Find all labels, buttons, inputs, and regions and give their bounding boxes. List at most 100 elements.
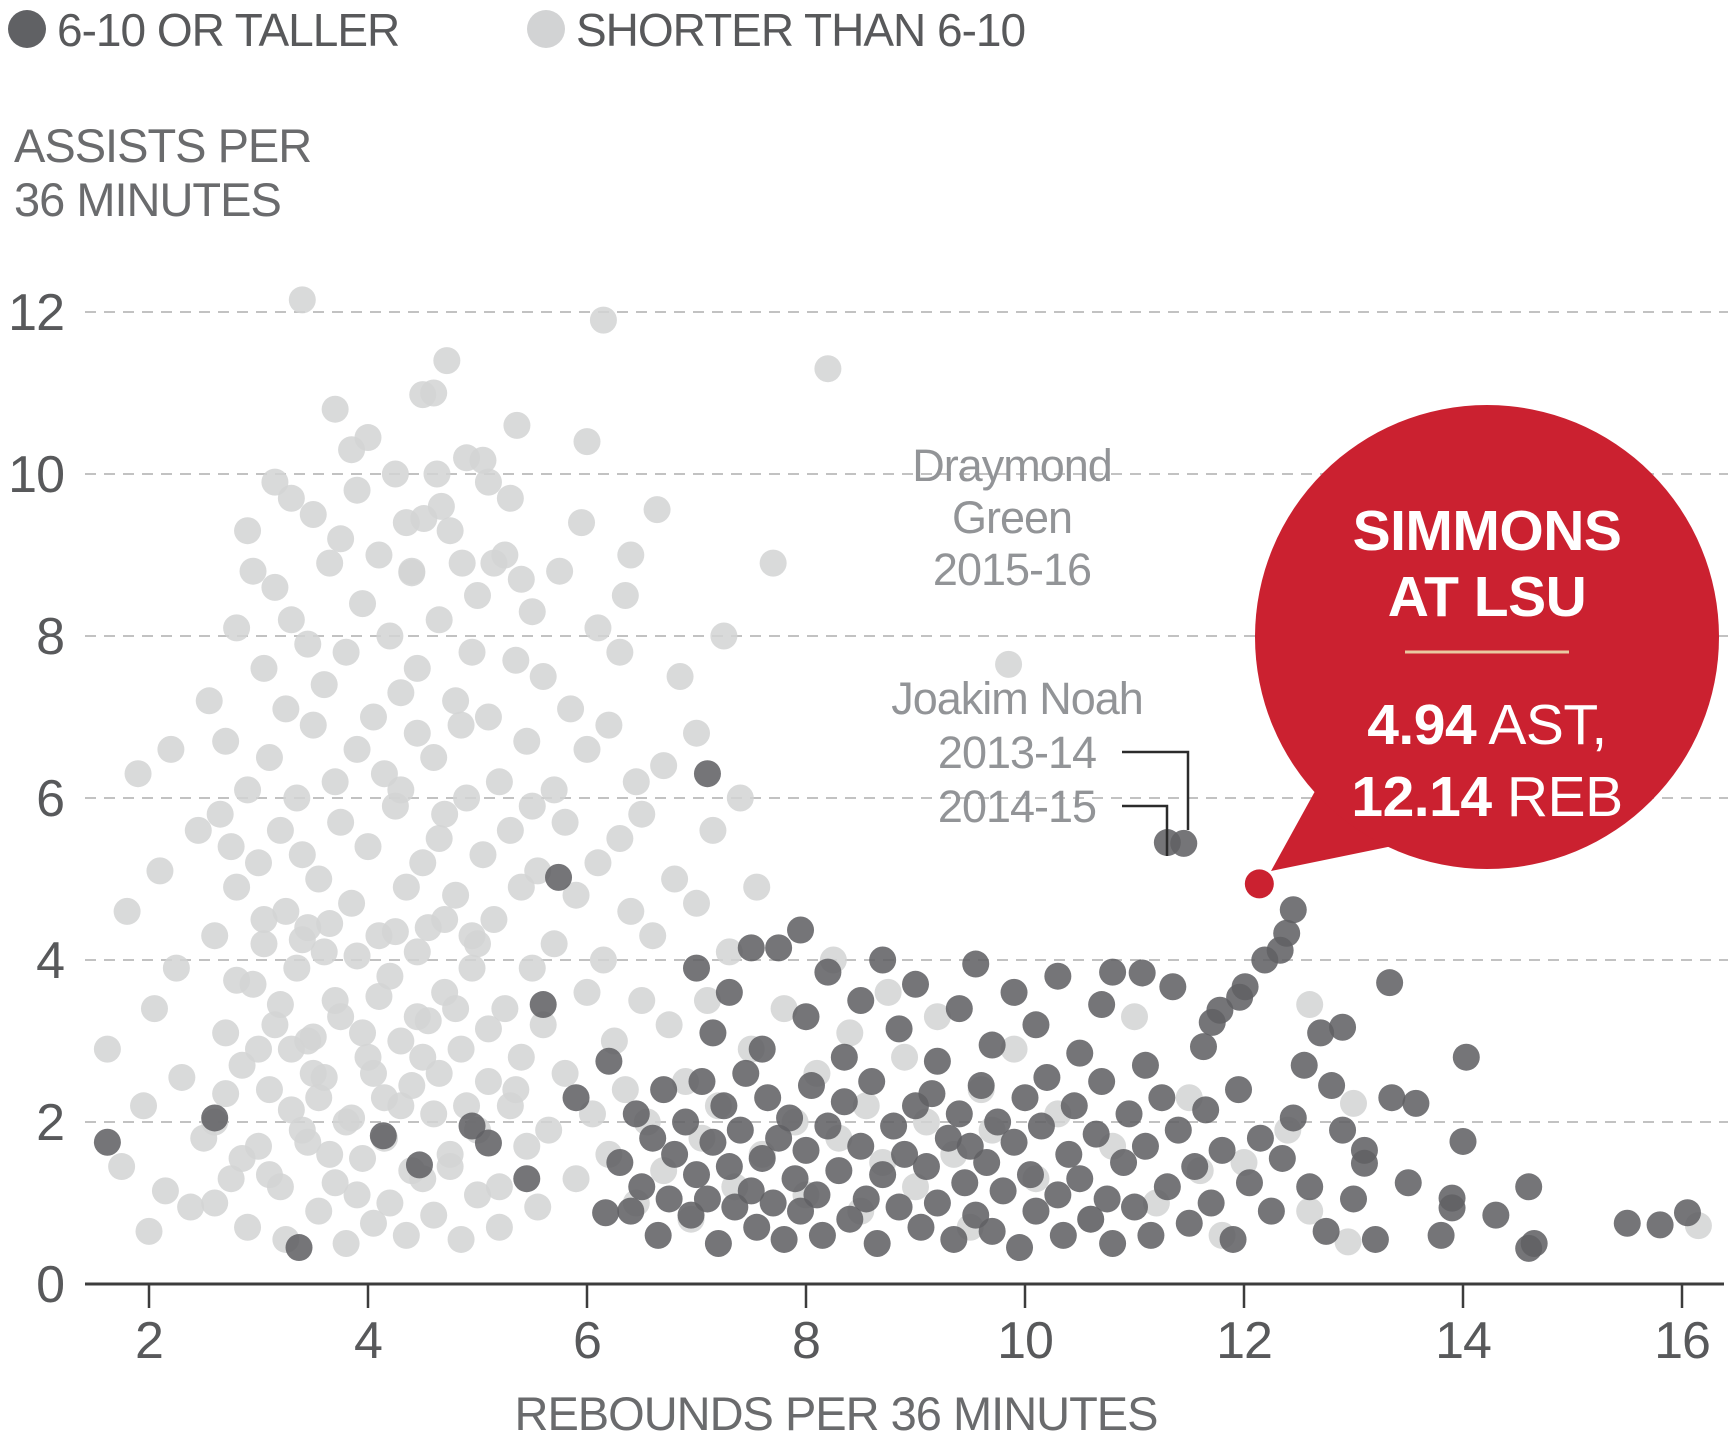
data-point — [693, 760, 721, 788]
data-point — [1153, 1173, 1181, 1201]
data-point — [1206, 996, 1234, 1024]
legend-dot-taller — [8, 10, 46, 48]
data-point — [765, 1124, 793, 1152]
callout-stat2: 12.14 REB — [1351, 765, 1622, 829]
data-point — [759, 549, 787, 577]
callout-circle — [1255, 405, 1719, 869]
legend-label-taller: 6-10 OR TALLER — [57, 4, 399, 56]
data-point — [655, 1011, 683, 1039]
data-point — [978, 1031, 1006, 1059]
data-point — [1235, 1169, 1263, 1197]
data-point — [1279, 896, 1307, 924]
data-point — [288, 286, 316, 314]
data-point — [787, 1197, 815, 1225]
data-point — [1093, 1185, 1121, 1213]
data-point — [277, 484, 305, 512]
data-point — [261, 1011, 289, 1039]
data-point — [217, 1165, 245, 1193]
data-point — [830, 1088, 858, 1116]
data-point — [162, 954, 190, 982]
data-point — [787, 916, 815, 944]
data-point — [387, 679, 415, 707]
data-point — [223, 966, 251, 994]
data-point — [1279, 1104, 1307, 1132]
data-point — [343, 735, 371, 763]
data-point — [644, 1221, 672, 1249]
data-point — [354, 833, 382, 861]
data-point — [410, 505, 438, 533]
data-point — [1646, 1211, 1674, 1239]
data-point — [584, 614, 612, 642]
data-point — [93, 1035, 121, 1063]
data-point — [518, 792, 546, 820]
x-tick-label-6: 6 — [573, 1312, 601, 1370]
data-point — [683, 719, 710, 747]
data-point — [1350, 1149, 1378, 1177]
data-point — [130, 1092, 158, 1120]
data-point — [797, 1072, 825, 1100]
data-point — [967, 1072, 995, 1100]
data-point — [359, 703, 387, 731]
data-point — [453, 1092, 481, 1120]
data-point — [277, 1096, 305, 1124]
data-point — [945, 1100, 973, 1128]
data-point — [1296, 1173, 1324, 1201]
data-point — [611, 582, 639, 609]
data-point — [688, 1068, 716, 1095]
data-point — [545, 863, 573, 891]
data-point — [562, 1084, 590, 1112]
data-point — [1027, 1112, 1055, 1140]
data-point — [546, 557, 574, 585]
data-point — [381, 918, 409, 946]
data-point — [622, 768, 650, 796]
data-point — [1033, 1063, 1061, 1091]
data-point — [338, 889, 366, 917]
data-point — [765, 934, 793, 962]
data-point — [1296, 1197, 1324, 1225]
data-point — [540, 930, 568, 958]
y-tick-label-2: 2 — [36, 1094, 64, 1152]
x-axis-title: REBOUNDS PER 36 MINUTES — [515, 1387, 1158, 1440]
data-point — [650, 752, 678, 780]
data-point — [431, 800, 459, 828]
data-point — [485, 768, 513, 796]
data-point — [743, 1213, 771, 1241]
data-point — [387, 1027, 415, 1055]
data-point — [737, 934, 765, 962]
data-point — [535, 1116, 563, 1144]
data-point — [902, 1173, 929, 1201]
data-point — [748, 1035, 776, 1063]
data-point — [266, 991, 294, 1019]
data-point — [113, 897, 141, 925]
data-point — [507, 1043, 535, 1071]
data-point — [212, 1019, 240, 1047]
data-point — [1000, 1035, 1028, 1063]
data-point — [387, 776, 415, 804]
data-point — [338, 1104, 366, 1132]
data-point — [628, 1173, 656, 1201]
data-point — [1066, 1165, 1094, 1193]
data-point — [683, 954, 710, 982]
data-point — [1318, 1072, 1346, 1100]
data-point — [792, 1003, 820, 1031]
data-point — [201, 1104, 229, 1132]
y-tick-label-8: 8 — [36, 608, 64, 666]
data-point — [513, 1132, 541, 1160]
data-point — [518, 598, 546, 626]
data-point — [699, 1128, 727, 1156]
data-point — [874, 978, 902, 1006]
data-point — [776, 1104, 804, 1132]
data-point — [1197, 1189, 1225, 1217]
data-point — [234, 1213, 262, 1241]
callout-stat1: 4.94 AST, — [1367, 693, 1607, 757]
data-point — [923, 1003, 951, 1031]
data-point — [423, 460, 451, 488]
x-tick-label-2: 2 — [135, 1312, 163, 1370]
data-point — [447, 1225, 475, 1253]
data-point — [201, 922, 229, 950]
callout-stat2-value: 12.14 — [1351, 765, 1492, 829]
data-point — [1175, 1209, 1203, 1237]
data-point — [464, 1181, 491, 1209]
data-point — [1066, 1039, 1094, 1067]
